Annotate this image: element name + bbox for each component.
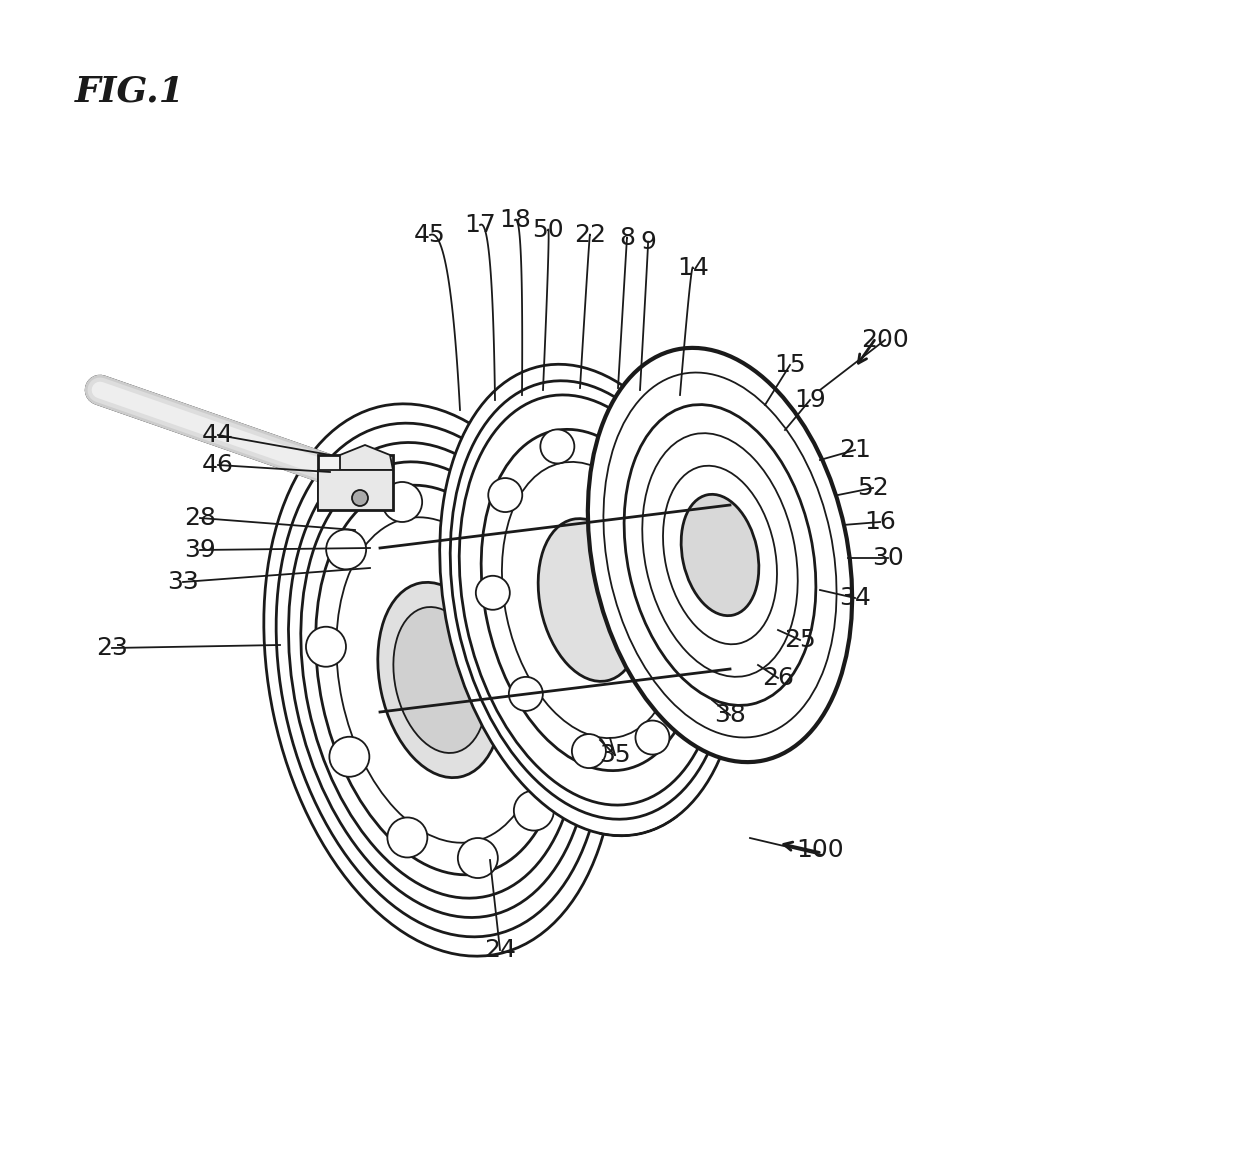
Text: 35: 35 [599, 743, 631, 767]
Circle shape [513, 790, 554, 830]
Text: 19: 19 [794, 388, 826, 412]
Circle shape [306, 627, 346, 667]
Text: 22: 22 [574, 223, 606, 247]
Text: 26: 26 [763, 666, 794, 690]
Text: 23: 23 [95, 636, 128, 660]
Circle shape [476, 576, 510, 610]
Ellipse shape [642, 433, 797, 677]
Ellipse shape [264, 403, 616, 956]
Circle shape [534, 694, 574, 734]
Ellipse shape [289, 442, 591, 917]
Ellipse shape [681, 494, 759, 616]
Text: 38: 38 [714, 703, 746, 727]
Text: 21: 21 [839, 437, 870, 462]
Ellipse shape [459, 395, 720, 806]
Text: 39: 39 [184, 537, 216, 562]
Circle shape [330, 736, 370, 777]
Ellipse shape [450, 381, 730, 820]
Circle shape [458, 838, 497, 878]
Text: 25: 25 [784, 628, 816, 652]
Circle shape [608, 453, 642, 487]
Circle shape [352, 490, 368, 506]
Circle shape [511, 583, 551, 623]
Text: 17: 17 [464, 213, 496, 238]
Ellipse shape [481, 429, 699, 770]
FancyBboxPatch shape [317, 455, 393, 510]
Ellipse shape [663, 466, 777, 644]
Text: 34: 34 [839, 586, 870, 610]
Text: 28: 28 [184, 506, 216, 530]
Circle shape [572, 734, 606, 768]
Ellipse shape [378, 582, 502, 777]
Text: 45: 45 [414, 223, 446, 247]
Ellipse shape [440, 365, 740, 836]
Ellipse shape [316, 486, 564, 875]
Circle shape [508, 677, 543, 710]
Text: 200: 200 [861, 328, 909, 352]
Text: 30: 30 [872, 546, 904, 570]
Text: 100: 100 [796, 838, 843, 862]
Circle shape [541, 429, 574, 463]
Ellipse shape [624, 405, 816, 706]
Circle shape [382, 482, 422, 522]
Text: 15: 15 [774, 353, 806, 377]
Text: 14: 14 [677, 256, 709, 280]
Text: 9: 9 [640, 230, 656, 254]
Ellipse shape [336, 517, 543, 843]
Ellipse shape [538, 519, 642, 681]
Ellipse shape [301, 462, 579, 898]
Text: 8: 8 [619, 226, 635, 250]
Text: FIG.1: FIG.1 [74, 75, 185, 109]
Polygon shape [340, 445, 393, 470]
Ellipse shape [502, 462, 678, 739]
Text: 24: 24 [484, 938, 516, 962]
Ellipse shape [604, 373, 837, 737]
Circle shape [489, 479, 522, 512]
FancyBboxPatch shape [317, 470, 393, 510]
Circle shape [387, 817, 428, 857]
Circle shape [658, 537, 693, 570]
Text: 18: 18 [498, 208, 531, 232]
Ellipse shape [277, 423, 604, 937]
Ellipse shape [393, 607, 486, 753]
Text: 46: 46 [202, 453, 234, 477]
Text: 44: 44 [202, 423, 234, 447]
Circle shape [635, 721, 670, 755]
Circle shape [670, 642, 704, 676]
Text: 50: 50 [532, 218, 564, 242]
Circle shape [453, 502, 492, 542]
Circle shape [326, 529, 366, 569]
Text: 52: 52 [857, 476, 889, 500]
Text: 16: 16 [864, 510, 897, 534]
Ellipse shape [588, 348, 852, 762]
Text: 33: 33 [167, 570, 198, 594]
